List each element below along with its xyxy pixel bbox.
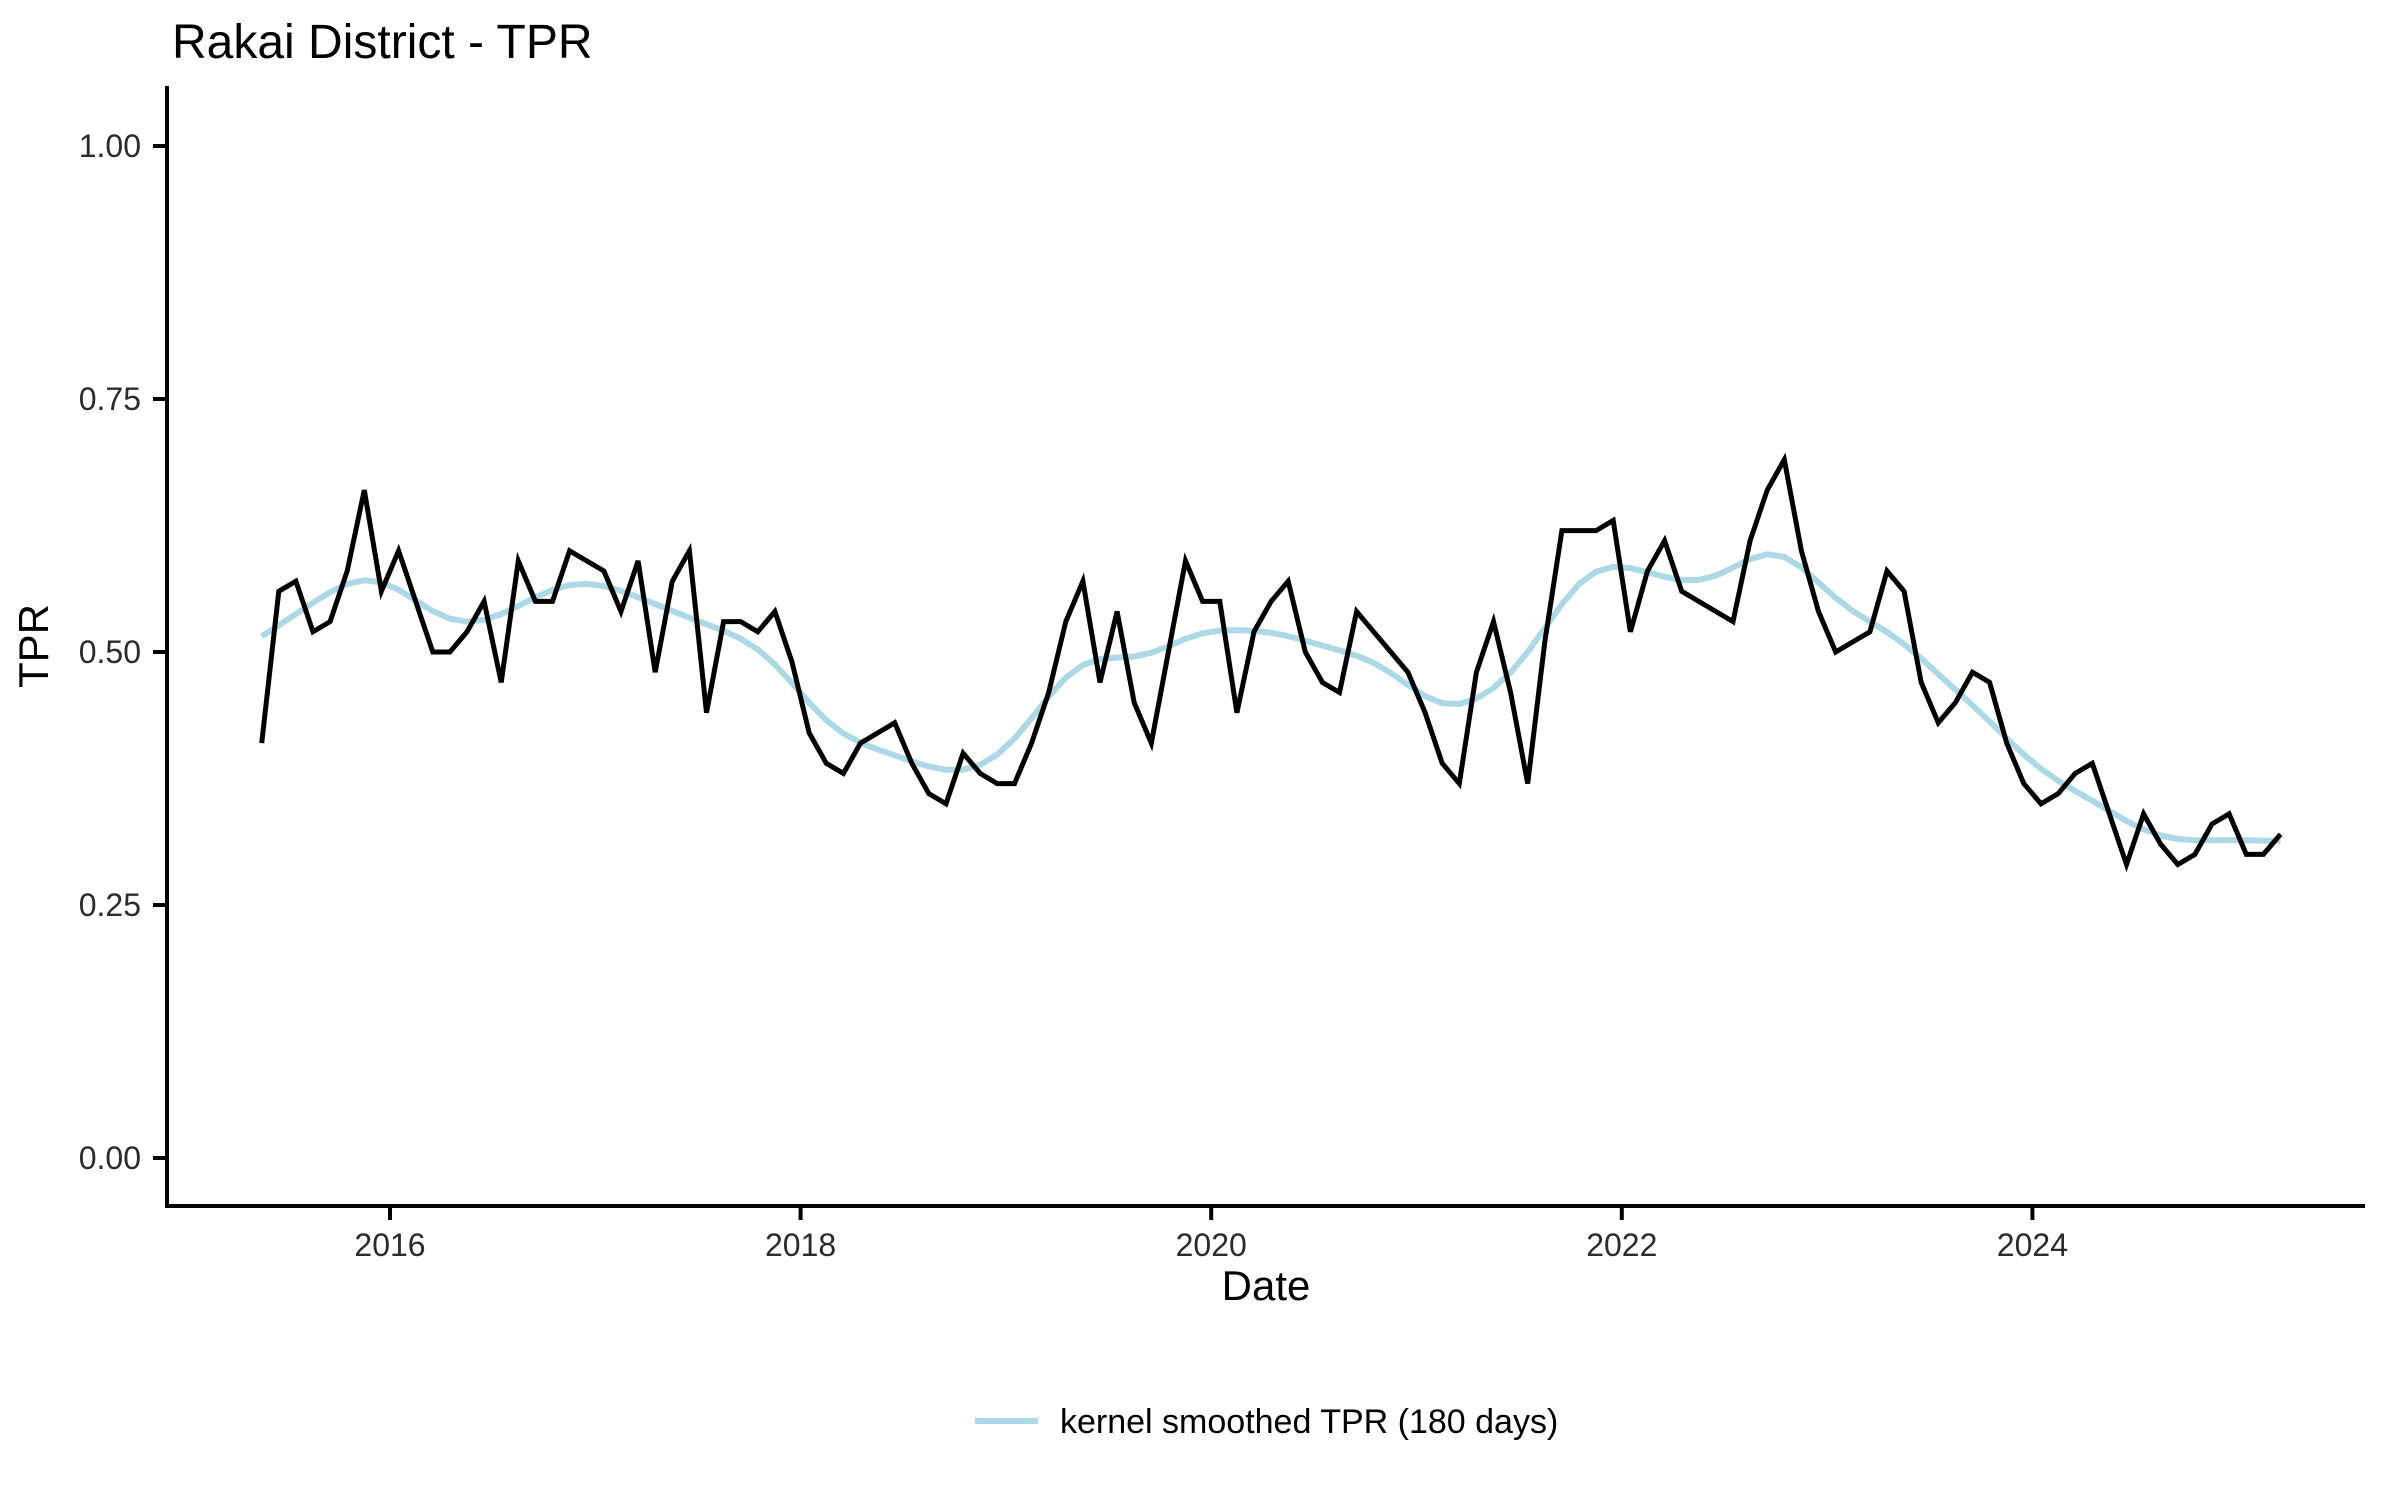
x-tick-label: 2022 [1586, 1227, 1657, 1263]
y-tick-label: 0.25 [79, 887, 141, 923]
legend-label: kernel smoothed TPR (180 days) [1060, 1403, 1558, 1441]
x-tick-label: 2018 [765, 1227, 836, 1263]
x-tick-label: 2024 [1997, 1227, 2068, 1263]
x-axis-ticks: 2016 2018 2020 2022 2024 [354, 1206, 2068, 1263]
x-tick-label: 2020 [1176, 1227, 1247, 1263]
legend: kernel smoothed TPR (180 days) [975, 1403, 1558, 1441]
y-tick-label: 0.50 [79, 634, 141, 670]
y-tick-label: 1.00 [79, 128, 141, 164]
y-tick-label: 0.00 [79, 1140, 141, 1176]
y-axis-ticks: 0.00 0.25 0.50 0.75 1.00 [79, 128, 167, 1176]
y-tick-label: 0.75 [79, 381, 141, 417]
kernel-smoothed-tpr-line-series [260, 551, 2281, 845]
tpr-line-series [259, 452, 2283, 873]
x-axis-title: Date [1222, 1262, 1311, 1309]
y-axis-title: TPR [10, 604, 57, 688]
x-tick-label: 2016 [354, 1227, 425, 1263]
chart-title: Rakai District - TPR [172, 16, 593, 69]
